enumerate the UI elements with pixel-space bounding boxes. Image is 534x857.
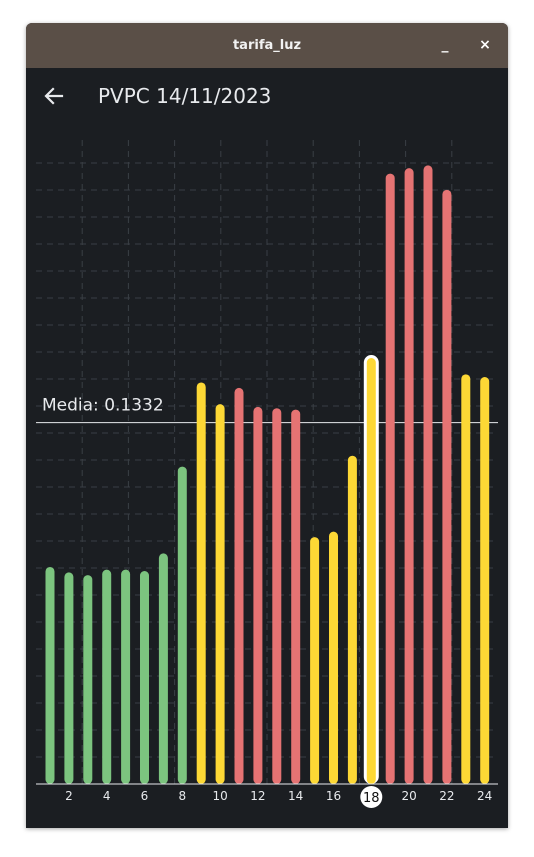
bar-hour-14[interactable] [291,409,301,784]
x-tick-label: 2 [65,789,73,803]
x-tick-label: 12 [250,789,265,803]
arrow-left-icon [44,87,64,105]
bar-hour-11[interactable] [234,387,244,784]
x-tick-label: 10 [212,789,227,803]
close-button[interactable]: × [479,37,491,53]
bar-hour-17[interactable] [347,455,357,784]
bar-hour-5[interactable] [121,569,131,784]
minimize-button[interactable]: _ [441,37,449,53]
bar-hour-18[interactable] [366,358,376,784]
x-axis-ticks: 2 4 6 8 10 12 14 16 18 20 22 24 [65,786,492,808]
bar-hour-16[interactable] [329,531,338,784]
x-tick-label-selected: 18 [363,791,380,806]
x-tick-label: 8 [178,789,186,803]
bar-hour-20[interactable] [404,168,414,784]
bar-hour-1[interactable] [45,566,55,784]
average-label: Media: 0.1332 [42,396,164,416]
bar-hour-4[interactable] [102,569,112,784]
bar-hour-23[interactable] [461,374,471,784]
bar-hour-8[interactable] [177,466,187,784]
title-bar[interactable]: tarifa_luz _ × [26,23,508,68]
bar-hour-6[interactable] [140,571,149,784]
bar-hour-10[interactable] [215,404,225,784]
window-title: tarifa_luz [232,38,302,53]
bar-hour-21[interactable] [423,165,433,784]
x-tick-label: 24 [477,789,492,803]
bar-hour-3[interactable] [83,575,93,784]
average-line-group: Media: 0.1332 [36,396,498,424]
chart-grid [36,140,498,784]
back-button[interactable] [40,82,68,110]
x-tick-label: 14 [288,789,303,803]
bar-hour-24[interactable] [480,377,490,784]
bar-hour-19[interactable] [385,173,395,785]
page-title: PVPC 14/11/2023 [98,84,272,108]
x-tick-label: 4 [103,789,111,803]
bar-hour-22[interactable] [442,189,452,784]
bar-hour-13[interactable] [272,408,282,784]
bar-hour-12[interactable] [253,406,263,784]
x-tick-label: 20 [401,789,416,803]
x-tick-label: 16 [326,789,341,803]
x-tick-label: 6 [141,789,149,803]
app-bar: PVPC 14/11/2023 [26,68,508,124]
selected-hour-marker [360,786,383,808]
app-window: tarifa_luz _ × PVPC 14/11/2023 Media: 0.… [26,23,508,828]
bars [45,165,490,785]
x-tick-label: 22 [439,789,454,803]
bar-hour-15[interactable] [310,537,320,784]
bar-hour-9[interactable] [196,382,206,784]
price-chart: Media: 0.1332 2 4 6 8 10 12 14 16 18 20 22 24 [36,140,498,808]
bar-hour-2[interactable] [64,572,74,784]
bar-hour-7[interactable] [158,553,168,784]
